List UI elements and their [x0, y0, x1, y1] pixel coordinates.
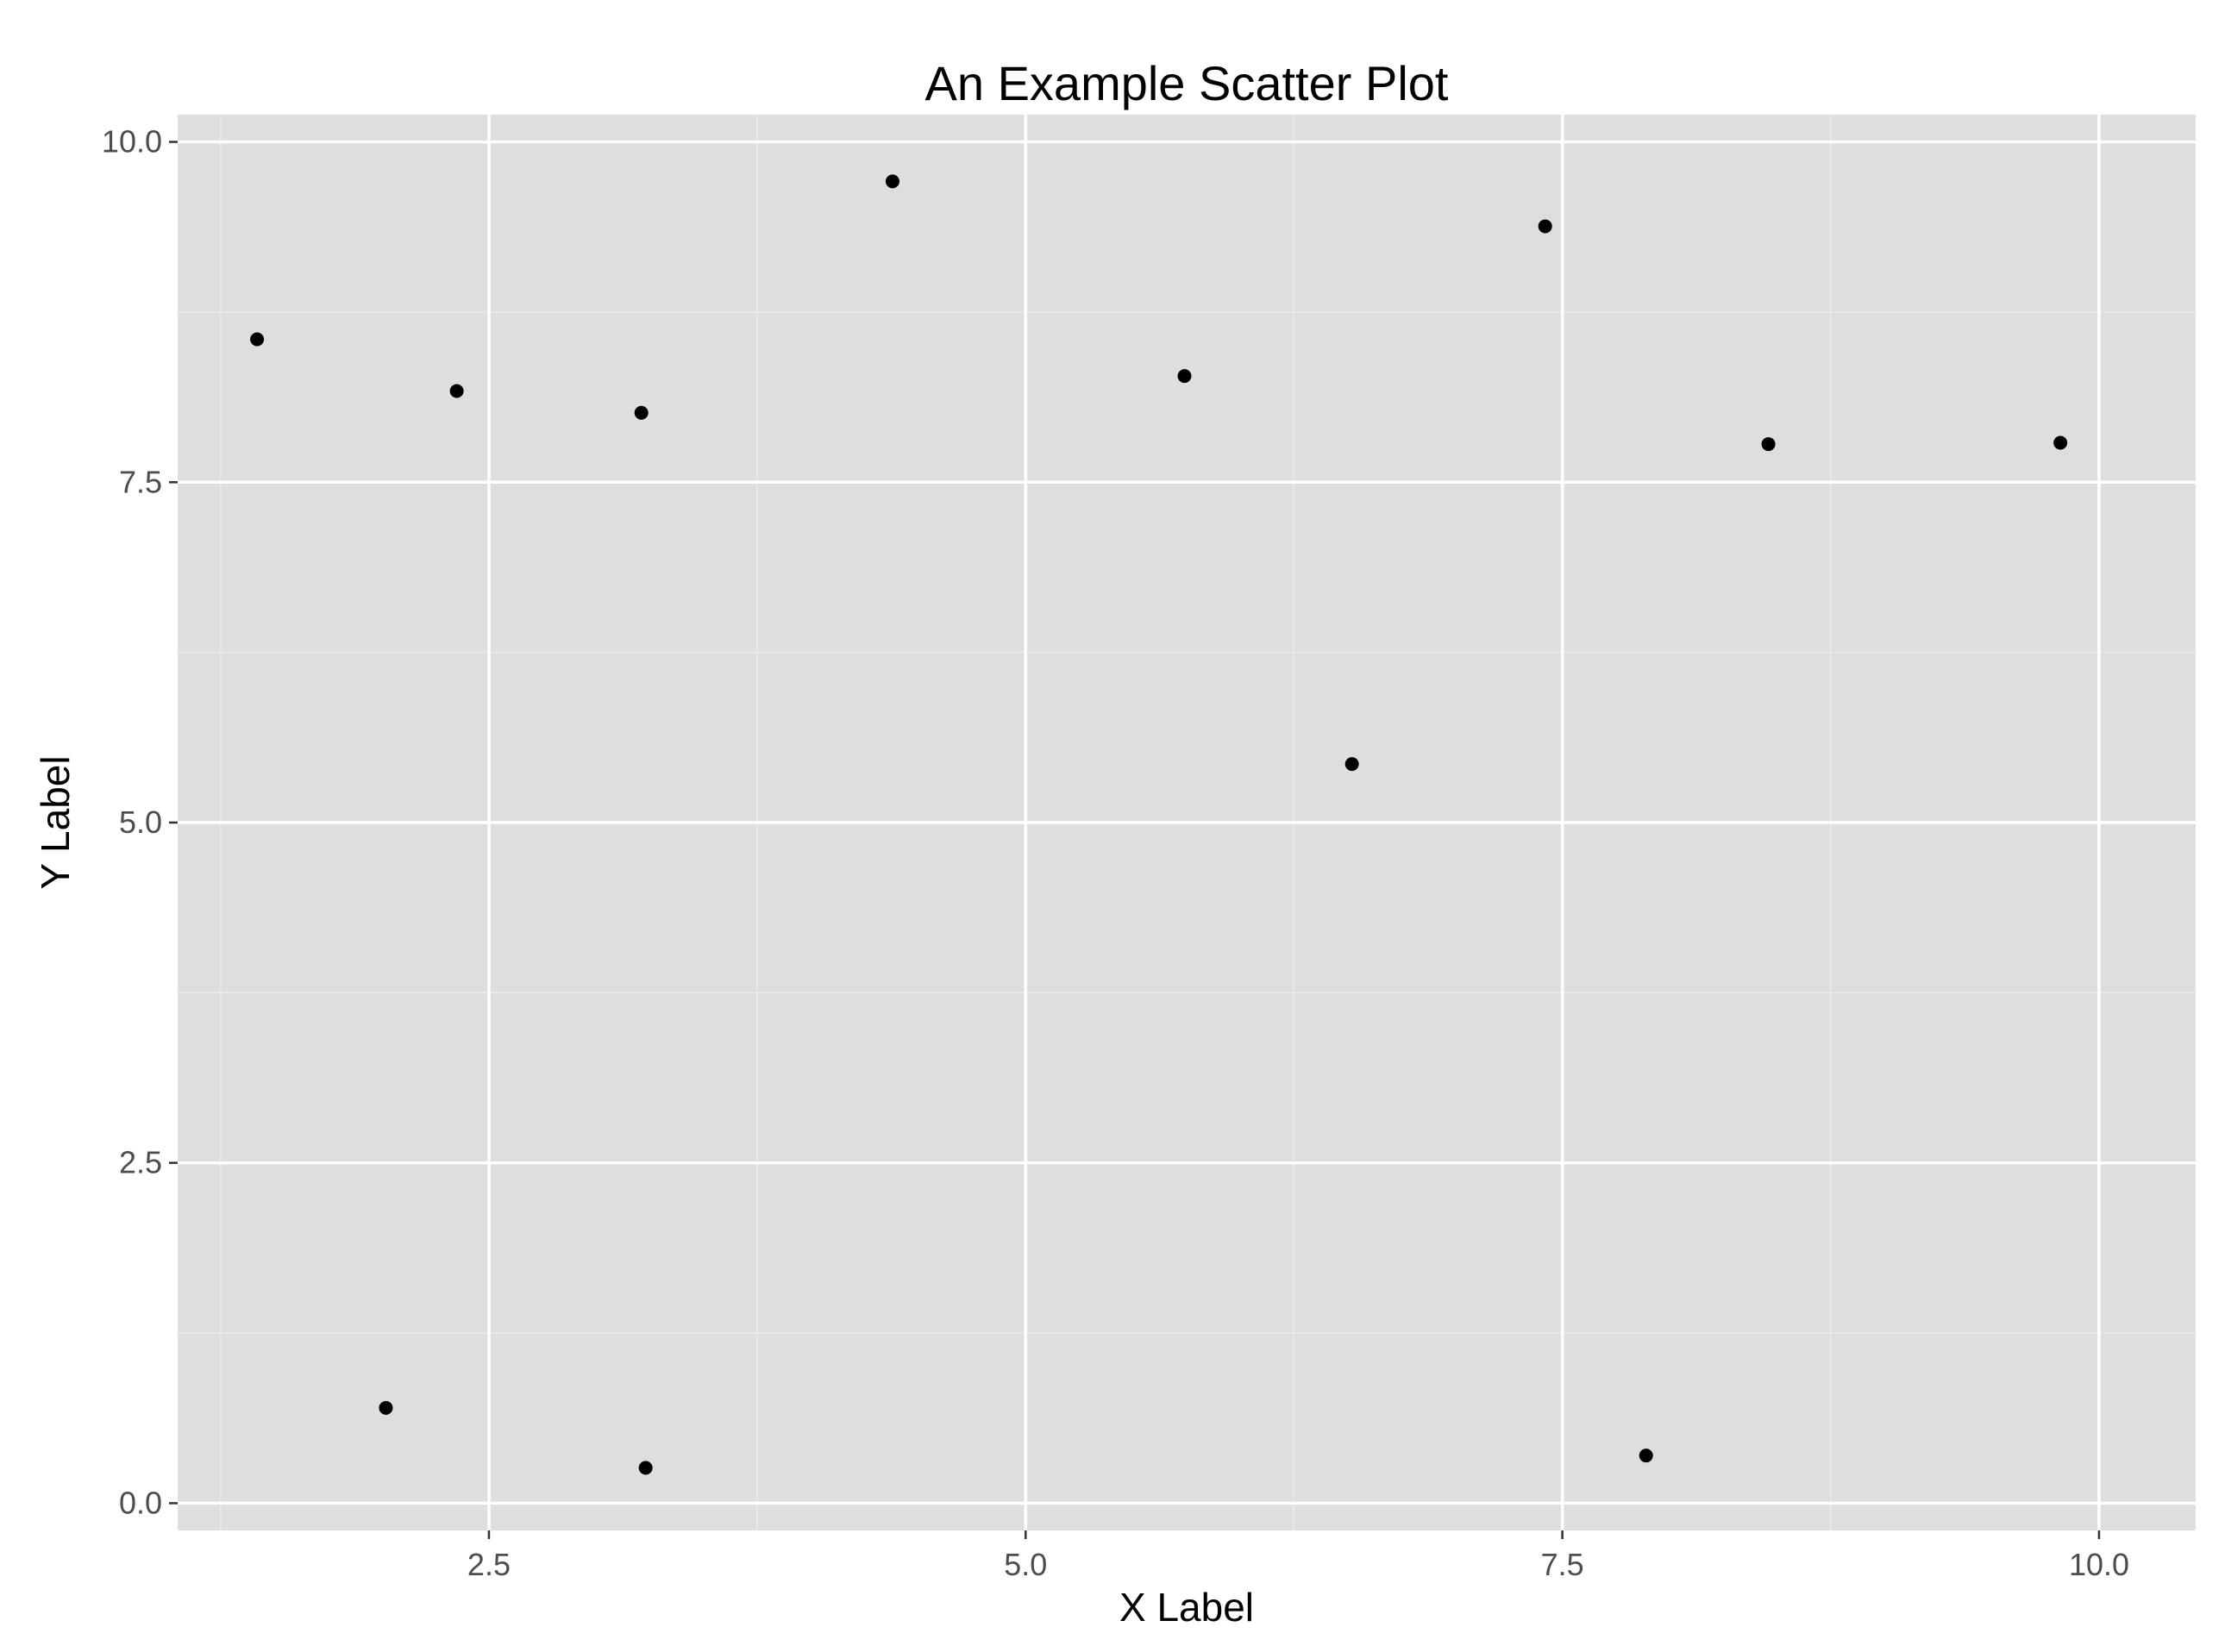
x-tick-label: 10.0 [2069, 1547, 2129, 1582]
y-tick-label: 7.5 [119, 464, 162, 499]
y-axis-ticks: 0.0 2.5 5.0 7.5 10.0 [102, 124, 178, 1520]
data-point [1538, 219, 1552, 234]
data-point [2053, 435, 2068, 450]
y-tick-label: 10.0 [102, 124, 162, 160]
data-point [634, 405, 649, 420]
chart-title: An Example Scatter Plot [925, 56, 1449, 110]
data-point [1639, 1449, 1653, 1463]
x-tick-label: 2.5 [467, 1547, 511, 1582]
x-axis-ticks: 2.5 5.0 7.5 10.0 [467, 1530, 2129, 1582]
data-point [1344, 757, 1359, 772]
data-point [1177, 369, 1192, 384]
y-axis-label: Y Label [33, 755, 78, 889]
data-point [250, 332, 265, 347]
y-tick-label: 5.0 [119, 804, 162, 840]
x-axis-label: X Label [1119, 1585, 1254, 1630]
data-point [1761, 437, 1776, 452]
major-gridlines [178, 115, 2196, 1530]
data-point [379, 1400, 393, 1415]
x-tick-label: 5.0 [1004, 1547, 1047, 1582]
data-point [885, 174, 899, 189]
data-point [638, 1461, 653, 1475]
data-points [250, 174, 2068, 1475]
data-point [449, 384, 464, 398]
y-tick-label: 2.5 [119, 1145, 162, 1180]
y-tick-label: 0.0 [119, 1485, 162, 1520]
x-tick-label: 7.5 [1541, 1547, 1584, 1582]
